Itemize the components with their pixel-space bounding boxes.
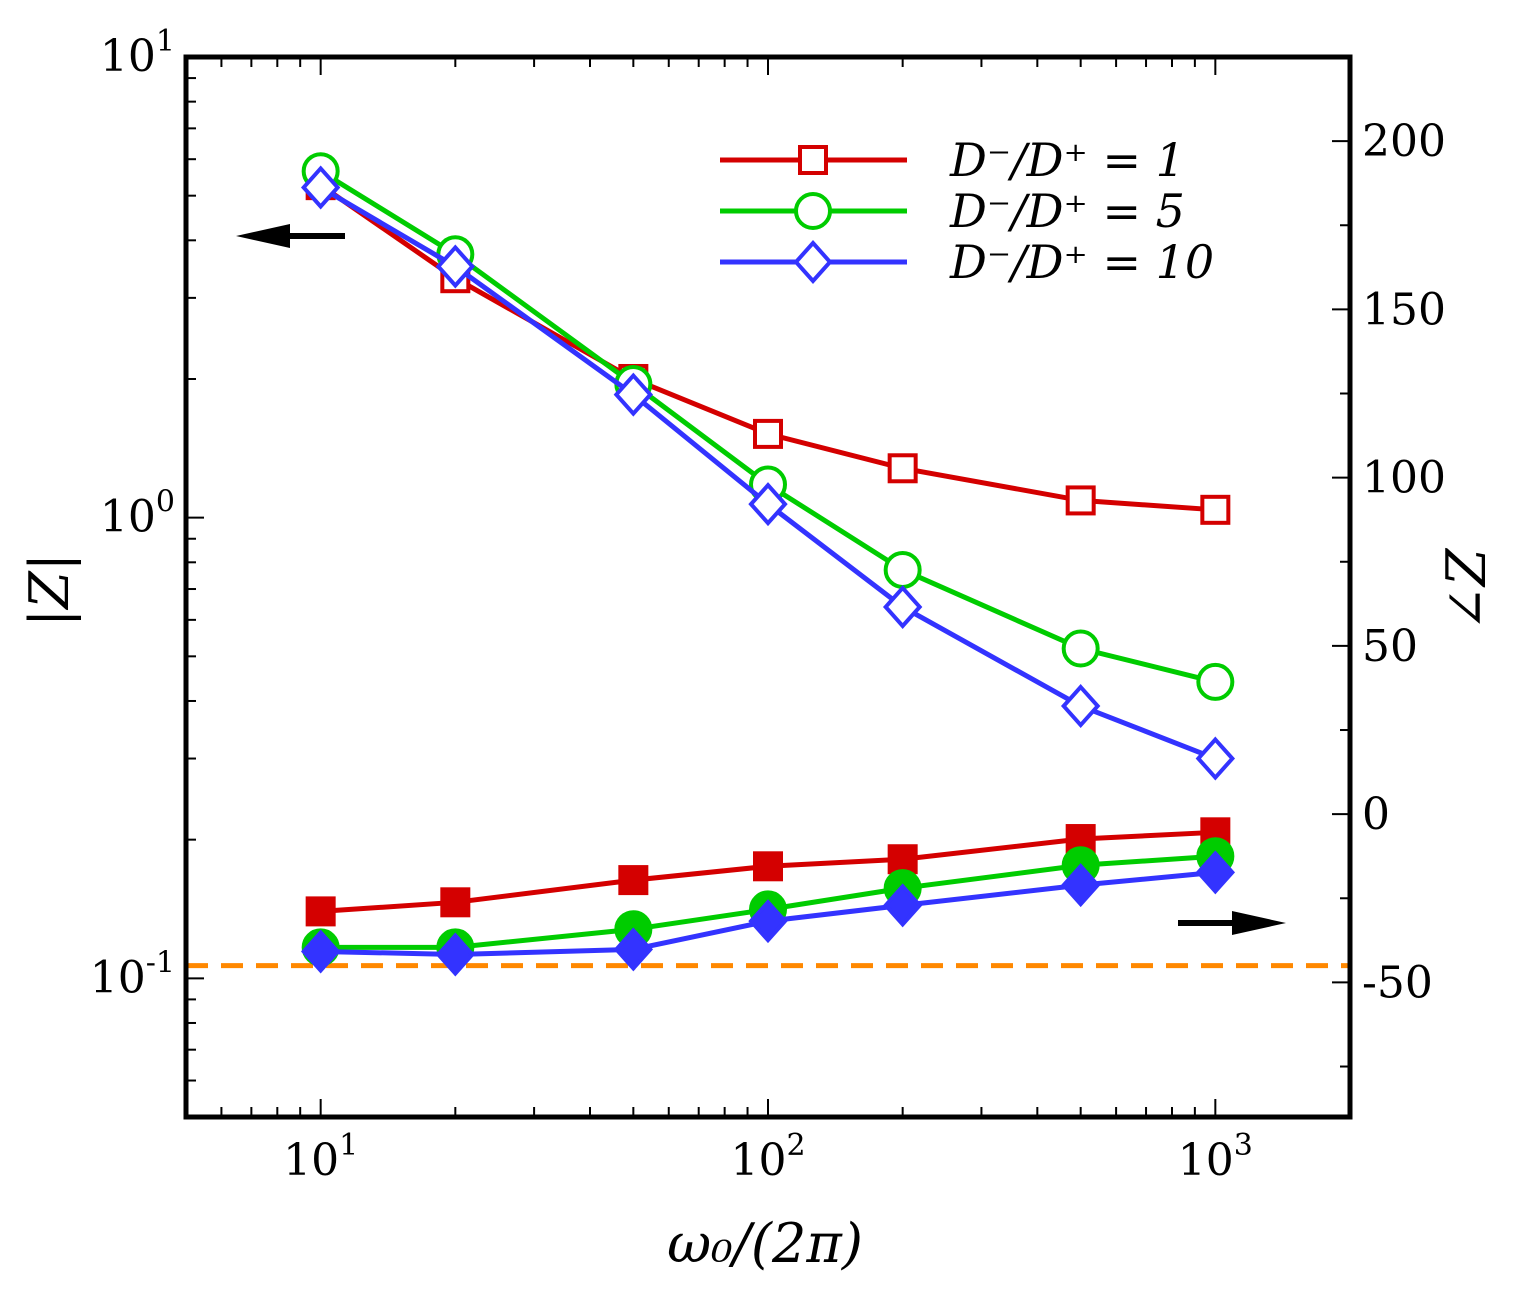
legend-label: D⁻/D⁺ = 1	[949, 133, 1185, 187]
legend-item: D⁻/D⁺ = 1	[720, 133, 1185, 187]
series-1	[305, 170, 1231, 927]
magnitude-point	[1196, 662, 1235, 701]
y-right-tick-label: 200	[1362, 116, 1446, 167]
axis-ticks: 101 102 103 101 100 10-1 200 150 100 50 0 -50	[90, 24, 1446, 1186]
y-left-tick-label: 100	[100, 485, 175, 543]
magnitude-point	[613, 372, 654, 417]
phase-point	[887, 844, 918, 875]
phase-point	[1195, 850, 1236, 895]
magnitude-point	[435, 244, 476, 289]
magnitude-point	[1200, 494, 1231, 525]
phase-point	[300, 929, 341, 974]
magnitude-point	[883, 550, 922, 589]
phase-point	[1060, 863, 1101, 908]
phase-point	[613, 927, 654, 972]
magnitude-point	[882, 584, 923, 629]
phase-point	[618, 865, 649, 896]
series-group	[186, 152, 1350, 977]
y-right-tick-label: 100	[1362, 453, 1446, 504]
y-right-axis-label: ∠Z	[1435, 547, 1498, 631]
magnitude-point	[1065, 485, 1096, 516]
legend-marker	[798, 145, 828, 175]
legend-item: D⁻/D⁺ = 5	[720, 184, 1185, 238]
x-tick-label: 103	[1178, 1128, 1253, 1186]
magnitude-point	[300, 165, 341, 210]
y-right-tick-label: 150	[1362, 284, 1446, 335]
magnitude-point	[1061, 629, 1100, 668]
y-right-tick-label: 0	[1362, 789, 1390, 840]
magnitude-point	[748, 482, 788, 527]
left-axis-arrow	[236, 224, 345, 248]
plot-frame	[183, 54, 1353, 1120]
legend-marker	[794, 192, 832, 230]
legend-marker	[793, 240, 833, 284]
x-tick-label: 102	[730, 1128, 805, 1186]
phase-point	[882, 883, 923, 928]
y-left-tick-label: 10-1	[90, 945, 175, 1003]
legend-item: D⁻/D⁺ = 10	[720, 235, 1214, 289]
y-left-axis-label: |Z|	[18, 553, 81, 627]
magnitude-point	[753, 418, 783, 449]
magnitude-point	[1060, 684, 1101, 729]
phase-point	[305, 896, 336, 927]
x-tick-label: 101	[283, 1128, 358, 1186]
phase-point	[440, 887, 471, 918]
y-left-tick-label: 101	[100, 24, 175, 82]
phase-point	[435, 932, 476, 977]
y-right-tick-label: 50	[1362, 621, 1418, 672]
phase-point	[753, 851, 783, 882]
legend-label: D⁻/D⁺ = 5	[949, 184, 1185, 238]
y-right-tick-label: -50	[1362, 957, 1433, 1008]
magnitude-point	[1195, 736, 1236, 781]
series-3	[300, 165, 1236, 977]
magnitude-point	[887, 453, 918, 484]
legend: D⁻/D⁺ = 1D⁻/D⁺ = 5D⁻/D⁺ = 10	[720, 133, 1214, 289]
x-axis-label: ω₀/(2π)	[667, 1212, 863, 1275]
legend-label: D⁻/D⁺ = 10	[949, 235, 1214, 289]
right-axis-arrow	[1178, 911, 1286, 935]
phase-point	[748, 899, 788, 944]
